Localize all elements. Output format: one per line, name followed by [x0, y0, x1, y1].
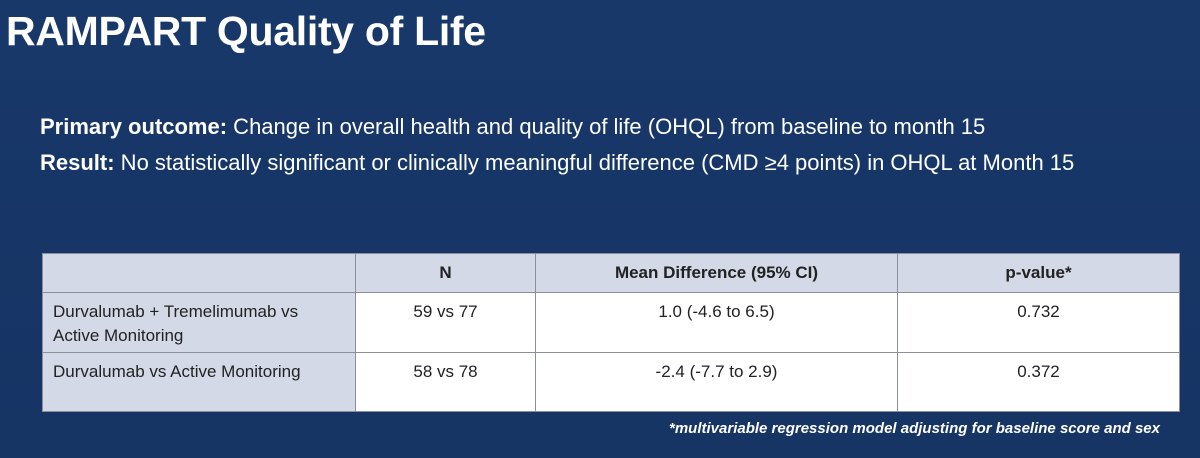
table-header-row: N Mean Difference (95% CI) p-value*	[42, 253, 1180, 293]
results-table: N Mean Difference (95% CI) p-value* Durv…	[42, 253, 1180, 412]
result-paragraph: Result: No statistically significant or …	[40, 149, 1180, 177]
row-n-value: 59 vs 77	[355, 292, 536, 353]
slide-title: RAMPART Quality of Life	[6, 8, 486, 54]
footnote: *multivariable regression model adjustin…	[669, 420, 1160, 437]
results-table-container: N Mean Difference (95% CI) p-value* Durv…	[42, 253, 1180, 412]
body-text: Primary outcome: Change in overall healt…	[40, 113, 1180, 185]
result-label: Result:	[40, 150, 115, 175]
table-row: Durvalumab + Tremelimumab vs Active Moni…	[42, 292, 1180, 353]
table-row: Durvalumab vs Active Monitoring 58 vs 78…	[42, 352, 1180, 412]
primary-outcome-text: Change in overall health and quality of …	[227, 114, 986, 139]
row-mean-difference-value: -2.4 (-7.7 to 2.9)	[535, 352, 898, 412]
row-comparison-label: Durvalumab vs Active Monitoring	[42, 352, 356, 412]
header-cell-p-value: p-value*	[897, 253, 1180, 293]
result-text: No statistically significant or clinical…	[114, 150, 1075, 175]
primary-outcome-label: Primary outcome:	[40, 114, 228, 139]
row-p-value: 0.732	[897, 292, 1180, 353]
primary-outcome-paragraph: Primary outcome: Change in overall healt…	[40, 113, 1180, 141]
header-cell-comparison	[42, 253, 356, 293]
header-cell-n: N	[355, 253, 536, 293]
header-cell-mean-difference: Mean Difference (95% CI)	[535, 253, 898, 293]
row-p-value: 0.372	[897, 352, 1180, 412]
row-n-value: 58 vs 78	[355, 352, 536, 412]
row-mean-difference-value: 1.0 (-4.6 to 6.5)	[535, 292, 898, 353]
row-comparison-label: Durvalumab + Tremelimumab vs Active Moni…	[42, 292, 356, 353]
